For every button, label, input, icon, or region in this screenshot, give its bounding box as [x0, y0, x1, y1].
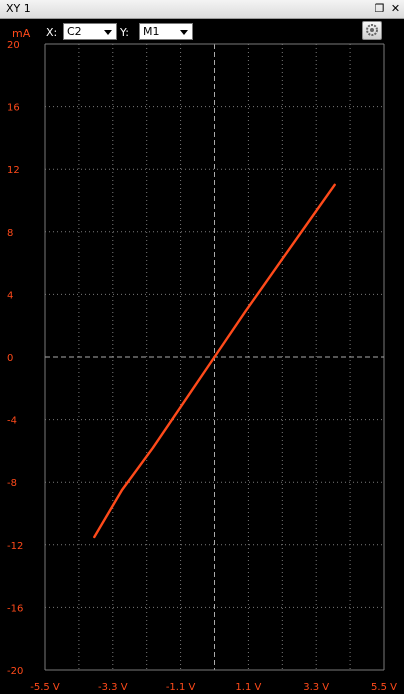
y-tick-label: -16 — [7, 603, 23, 614]
y-tick-label: -20 — [7, 666, 23, 677]
chevron-down-icon — [104, 30, 112, 35]
y-source-value: M1 — [143, 25, 160, 38]
x-tick-label: 3.3 V — [303, 682, 329, 693]
y-tick-label: -4 — [7, 416, 17, 427]
y-source-label: Y: — [120, 26, 129, 39]
restore-window-icon[interactable]: ❐ — [374, 2, 385, 15]
chevron-down-icon — [180, 30, 188, 35]
y-tick-label: -12 — [7, 541, 23, 552]
plot-grid — [44, 43, 385, 671]
settings-button[interactable] — [362, 21, 382, 40]
y-tick-labels: 20 16 12 8 4 0 -4 -8 -12 -16 -20 — [7, 40, 23, 677]
close-icon[interactable]: ✕ — [390, 2, 401, 15]
x-tick-label: -5.5 V — [30, 682, 60, 693]
x-tick-label: 5.5 V — [371, 682, 397, 693]
y-tick-label: 4 — [7, 290, 13, 301]
y-source-select[interactable]: M1 — [139, 23, 193, 40]
x-tick-label: 1.1 V — [235, 682, 261, 693]
x-tick-label: -1.1 V — [166, 682, 196, 693]
window-titlebar[interactable]: XY 1 ❐ ✕ — [0, 0, 404, 19]
x-source-label: X: — [46, 26, 58, 39]
x-source-value: C2 — [67, 25, 82, 38]
y-tick-label: 8 — [7, 228, 13, 239]
x-tick-label: -3.3 V — [98, 682, 128, 693]
y-tick-label: 16 — [7, 103, 20, 114]
y-tick-label: 0 — [7, 353, 13, 364]
y-tick-label: 20 — [7, 40, 20, 51]
x-source-select[interactable]: C2 — [63, 23, 117, 40]
plot-series — [93, 183, 336, 539]
gear-icon — [366, 24, 378, 36]
x-tick-labels: -5.5 V -3.3 V -1.1 V 1.1 V 3.3 V 5.5 V — [30, 682, 397, 693]
window-title: XY 1 — [6, 2, 31, 15]
y-tick-label: -8 — [7, 478, 17, 489]
series-line — [93, 183, 336, 539]
y-tick-label: 12 — [7, 165, 20, 176]
y-unit-label: mA — [12, 27, 31, 40]
